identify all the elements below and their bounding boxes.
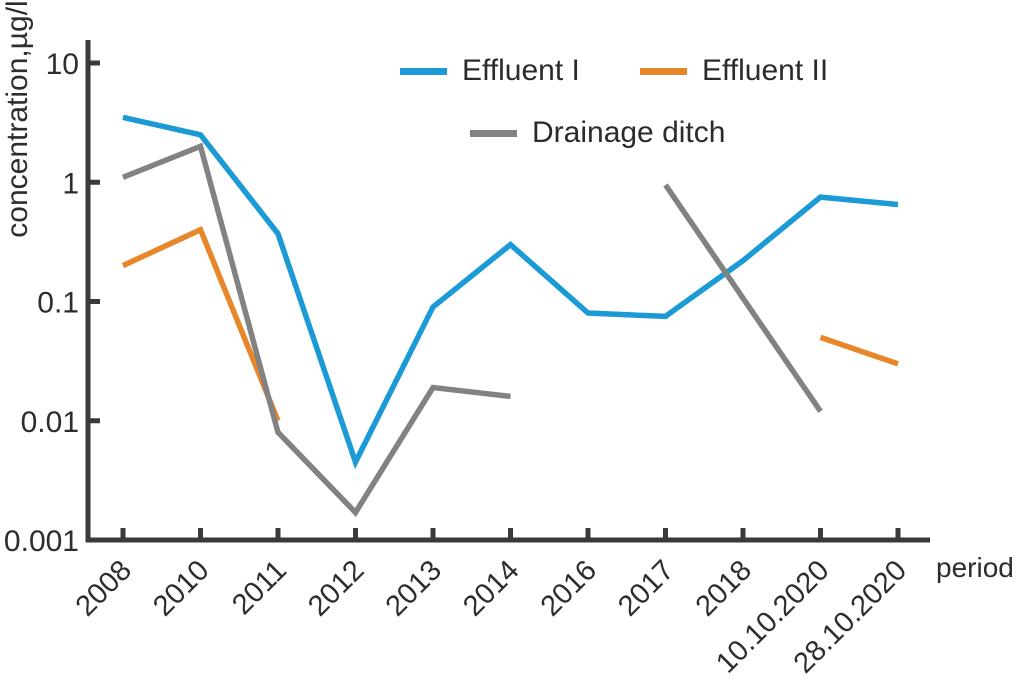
series-line-effluent-ii-1: [819, 334, 899, 367]
y-axis-title: concentration,µg/l: [1, 0, 34, 237]
x-tick-label: 2014: [457, 554, 525, 622]
y-tick-label: 0.01: [21, 406, 79, 439]
legend-swatch-drainage-ditch-icon: [470, 129, 517, 137]
axis-lines: [85, 40, 930, 543]
y-tick-label: 0.1: [37, 287, 79, 320]
y-tick-label: 10: [46, 48, 79, 81]
legend-label-effluent-2: Effluent II: [702, 54, 829, 87]
legend-swatch-effluent-1-icon: [400, 67, 447, 75]
x-tick-label: 2012: [302, 554, 370, 622]
x-tick-label: 2017: [612, 554, 680, 622]
series-line-effluent-ii-0: [121, 225, 281, 422]
x-tick-label: 2011: [226, 554, 293, 621]
y-tick-label: 0.001: [4, 525, 79, 558]
series-line-drainage-ditch-1: [663, 183, 823, 413]
series-line-drainage-ditch-0: [121, 142, 511, 517]
x-tick-label: 2018: [690, 554, 758, 622]
legend-item-drainage-ditch: Drainage ditch: [470, 114, 725, 152]
series-line-effluent-i-0: [122, 114, 899, 470]
x-tick-label: 2013: [380, 554, 448, 622]
x-tick-label: 2008: [70, 554, 138, 622]
y-tick-label: 1: [62, 167, 79, 200]
x-tick-label: 2016: [535, 554, 603, 622]
x-axis-title: period: [936, 552, 1014, 583]
legend-label-effluent-1: Effluent I: [462, 54, 580, 87]
legend-item-effluent-2: Effluent II: [640, 52, 828, 90]
legend-label-drainage-ditch: Drainage ditch: [532, 116, 726, 149]
legend-item-effluent-1: Effluent I: [400, 52, 580, 90]
legend-swatch-effluent-2-icon: [640, 67, 687, 75]
x-tick-label: 2010: [147, 554, 215, 622]
